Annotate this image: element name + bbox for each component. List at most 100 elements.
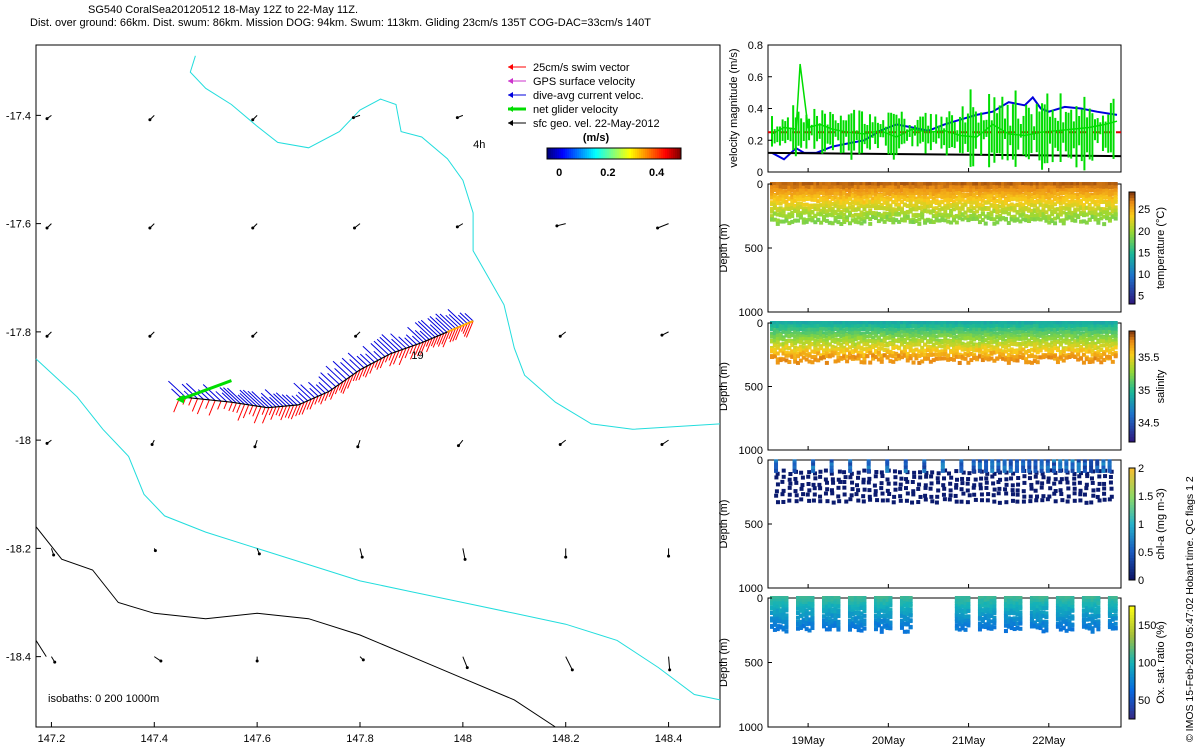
salinity-point	[1003, 341, 1008, 346]
temperature-point	[911, 207, 916, 212]
temperature-point	[1090, 195, 1095, 200]
temperature-point	[946, 182, 951, 186]
salinity-point	[1024, 333, 1029, 338]
salinity-point	[1055, 327, 1060, 332]
oxygen-point	[966, 615, 971, 620]
chl-point	[842, 485, 847, 490]
temperature-point	[905, 210, 910, 215]
colorbar-swatch	[1129, 333, 1135, 338]
temperature-point	[1053, 207, 1058, 212]
swim-vector	[384, 354, 389, 363]
temperature-point	[966, 214, 971, 219]
salinity-point	[1058, 324, 1063, 329]
chl-point	[1009, 476, 1014, 481]
chl-point	[1004, 491, 1009, 496]
temperature-point	[954, 197, 959, 202]
salinity-point	[816, 327, 821, 332]
oxygen-point	[804, 611, 809, 616]
salinity-point	[908, 330, 913, 335]
oxygen-point	[986, 596, 991, 600]
salinity-point	[801, 323, 806, 328]
salinity-point	[819, 326, 824, 331]
salinity-point	[986, 348, 991, 353]
temperature-point	[969, 208, 974, 213]
salinity-point	[804, 328, 809, 333]
salinity-point	[813, 327, 818, 332]
temperature-point	[1096, 199, 1101, 204]
temperature-point	[1050, 185, 1055, 190]
temperature-point	[940, 206, 945, 211]
temperature-point	[905, 185, 910, 190]
temperature-point	[807, 203, 812, 208]
salinity-point	[796, 334, 801, 339]
salinity-point	[778, 327, 783, 332]
salinity-point	[908, 348, 913, 353]
colorbar-frame	[1128, 467, 1136, 581]
temperature-point	[983, 188, 988, 193]
dac-vector	[404, 337, 414, 347]
salinity-point	[920, 359, 925, 364]
colorbar-swatch	[1129, 355, 1135, 360]
oxygen-point	[1061, 598, 1066, 603]
temperature-point	[859, 192, 864, 197]
salinity-point	[810, 355, 815, 360]
oxygen-point	[804, 601, 809, 606]
oxygen-point	[1009, 610, 1014, 615]
oxygen-point	[986, 614, 991, 619]
temperature-point	[943, 194, 948, 199]
temperature-point	[946, 197, 951, 202]
oxygen-point	[1012, 596, 1017, 600]
chl-point	[1107, 468, 1112, 473]
chl-point	[965, 500, 970, 505]
temperature-point	[1044, 185, 1049, 190]
temperature-point	[911, 185, 916, 190]
temperature-point	[871, 191, 876, 196]
temperature-point	[1099, 191, 1104, 196]
temperature-point	[865, 182, 870, 186]
temperature-point	[980, 192, 985, 197]
oxygen-point	[853, 624, 858, 629]
chl-point	[1101, 459, 1106, 464]
temperature-point	[980, 182, 985, 186]
salinity-point	[819, 336, 824, 341]
temperature-point	[847, 192, 852, 197]
salinity-point	[1015, 324, 1020, 329]
chl-point	[818, 474, 823, 479]
temperature-point	[1073, 185, 1078, 190]
temperature-point	[1021, 212, 1026, 217]
salinity-point	[856, 328, 861, 333]
oxygen-point	[798, 626, 803, 631]
oxygen-point	[986, 598, 991, 603]
figure-subtitle: Dist. over ground: 66km. Dist. swum: 86k…	[30, 17, 651, 29]
salinity-point	[963, 331, 968, 336]
salinity-point	[1044, 321, 1049, 325]
salinity-point	[891, 345, 896, 350]
chl-point	[1059, 477, 1064, 482]
salinity-point	[1009, 332, 1014, 337]
salinity-point	[856, 321, 861, 325]
oxygen-point	[1035, 605, 1040, 610]
salinity-point	[821, 352, 826, 357]
temperature-point	[980, 217, 985, 222]
swim-vector	[217, 400, 222, 410]
chl-point	[799, 470, 804, 475]
oxygen-point	[1032, 603, 1037, 608]
oxygen-point	[1015, 621, 1020, 626]
salinity-point	[784, 324, 789, 329]
salinity-point	[1050, 353, 1055, 358]
oxygen-point	[833, 623, 838, 628]
colorbar-swatch	[679, 148, 682, 159]
chl-point	[1064, 465, 1069, 470]
chl-point	[1021, 462, 1026, 467]
salinity-point	[798, 334, 803, 339]
temperature-point	[793, 194, 798, 199]
salinity-point	[1012, 355, 1017, 360]
oxygen-point	[778, 617, 783, 622]
oxygen-point	[876, 604, 881, 609]
oxygen-point	[977, 602, 982, 607]
salinity-point	[1027, 360, 1032, 365]
temperature-point	[951, 214, 956, 219]
salinity-point	[1047, 321, 1052, 325]
net-velocity-vector	[179, 379, 232, 401]
salinity-point	[1058, 329, 1063, 334]
